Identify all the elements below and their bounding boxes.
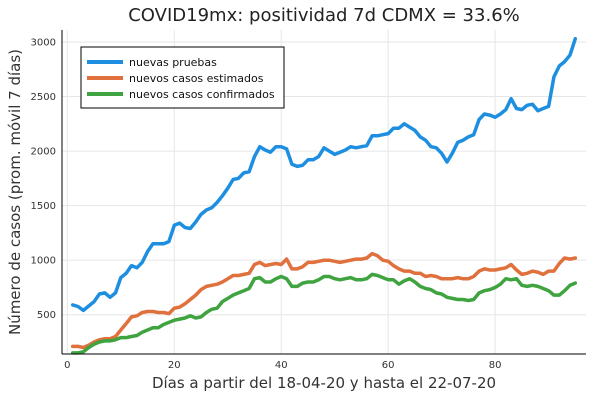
y-tick-label: 2000: [31, 147, 56, 158]
x-tick-label: 80: [489, 360, 502, 371]
y-tick-labels: 500 1000 1500 2000 2500 3000: [31, 38, 56, 322]
y-tick-label: 1500: [31, 201, 56, 212]
legend-label-nuevos-casos-estimados: nuevos casos estimados: [129, 72, 264, 85]
legend: nuevas pruebas nuevos casos estimados nu…: [80, 46, 285, 109]
x-tick-label: 0: [64, 360, 70, 371]
series-line-nuevos-casos-estimados: [70, 251, 578, 350]
y-tick-label: 1000: [31, 256, 56, 267]
legend-label-nuevos-casos-confirmados: nuevos casos confirmados: [129, 88, 275, 101]
x-tick-label: 60: [382, 360, 395, 371]
x-tick-labels: 0 20 40 60 80: [64, 360, 501, 371]
y-tick-label: 3000: [31, 38, 56, 49]
x-axis-label: Días a partir del 18-04-20 y hasta el 22…: [152, 374, 496, 392]
chart-title: COVID19mx: positividad 7d CDMX = 33.6%: [128, 5, 520, 26]
y-tick-label: 500: [37, 310, 56, 321]
series-line-nuevas-pruebas: [70, 36, 578, 313]
series-line-nuevos-casos-confirmados: [70, 272, 578, 355]
legend-label-nuevas-pruebas: nuevas pruebas: [129, 56, 217, 69]
series-lines: [70, 36, 578, 355]
y-tick-label: 2500: [31, 92, 56, 103]
x-tick-label: 40: [275, 360, 288, 371]
y-axis-label: Número de casos (prom. móvil 7 días): [6, 49, 24, 335]
x-tick-label: 20: [168, 360, 181, 371]
